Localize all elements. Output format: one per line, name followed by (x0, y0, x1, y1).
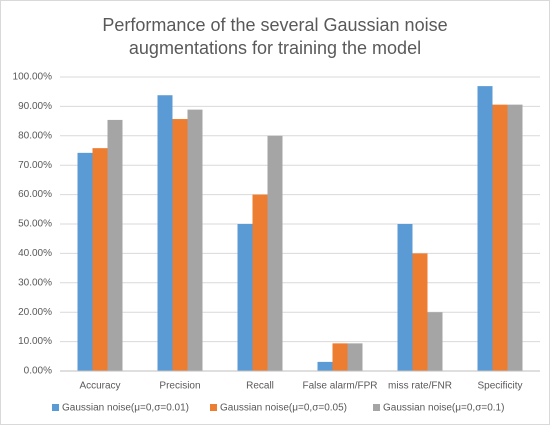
chart-title: Performance of the several Gaussian nois… (102, 15, 448, 58)
bar (252, 194, 268, 371)
y-tick-label: 50.00% (18, 219, 52, 230)
legend-swatch (373, 404, 380, 411)
x-tick-label: Specificity (477, 381, 522, 392)
x-tick-label: miss rate/FNR (388, 381, 452, 392)
bar (107, 119, 123, 371)
bar (477, 86, 493, 371)
bar (172, 119, 188, 372)
legend-swatch (52, 404, 59, 411)
y-tick-label: 90.00% (18, 101, 52, 112)
legend-swatch (210, 404, 217, 411)
bar (427, 312, 443, 371)
bar (412, 253, 428, 371)
bar (492, 104, 508, 372)
bar (157, 95, 173, 371)
y-tick-label: 60.00% (18, 189, 52, 200)
bar (332, 343, 348, 371)
bar (237, 224, 253, 371)
bar (77, 152, 93, 371)
y-tick-label: 20.00% (18, 307, 52, 318)
y-tick-label: 80.00% (18, 130, 52, 141)
bar (317, 361, 333, 371)
legend-label: Gaussian noise(μ=0,σ=0.05) (220, 403, 347, 414)
x-tick-label: Accuracy (79, 381, 120, 392)
y-tick-label: 0.00% (24, 366, 52, 377)
bar (267, 135, 283, 371)
legend-label: Gaussian noise(μ=0,σ=0.1) (383, 403, 504, 414)
legend-label: Gaussian noise(μ=0,σ=0.01) (62, 403, 189, 414)
bar (507, 104, 523, 372)
y-tick-label: 40.00% (18, 248, 52, 259)
x-tick-label: Precision (159, 381, 200, 392)
bar (92, 148, 108, 371)
bar (347, 343, 363, 371)
y-tick-label: 100.00% (13, 72, 53, 83)
bar (187, 109, 203, 371)
y-tick-label: 70.00% (18, 160, 52, 171)
bar (397, 224, 413, 371)
x-tick-label: False alarm/FPR (302, 381, 377, 392)
y-tick-label: 30.00% (18, 277, 52, 288)
x-tick-label: Recall (246, 381, 274, 392)
y-tick-label: 10.00% (18, 336, 52, 347)
